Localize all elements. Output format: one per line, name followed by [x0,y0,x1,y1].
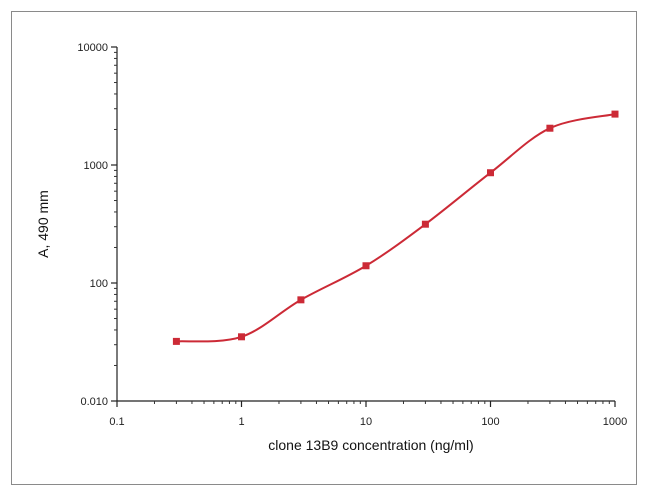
x-tick-label: 1000 [603,416,627,428]
y-tick-label: 100 [90,278,108,290]
data-point [421,220,429,228]
x-tick-label: 100 [481,416,499,428]
data-point [238,333,245,341]
tick-labels: 0.010 100 1000 10000 0.1 1 10 100 1000 [77,42,627,428]
x-tick-label: 0.1 [109,416,124,428]
y-tick-label: 0.010 [80,396,108,408]
data-point [487,169,494,177]
axes [116,47,615,402]
data-point [297,296,305,304]
y-tick-label: 1000 [84,160,108,172]
x-tick-label: 1 [238,416,244,428]
data-point [172,337,180,345]
data-point [611,110,619,118]
x-tick-label: 10 [360,416,372,428]
data-point [362,262,370,270]
data-point [546,124,554,132]
series-line [176,113,616,343]
x-axis-title: clone 13B9 concentration (ng/ml) [268,437,473,453]
major-ticks [111,46,616,407]
data-points [172,110,619,345]
chart-frame [11,11,637,485]
minor-ticks [114,51,610,404]
y-tick-label: 10000 [77,42,108,54]
y-axis-title: A, 490 mm [35,190,51,258]
